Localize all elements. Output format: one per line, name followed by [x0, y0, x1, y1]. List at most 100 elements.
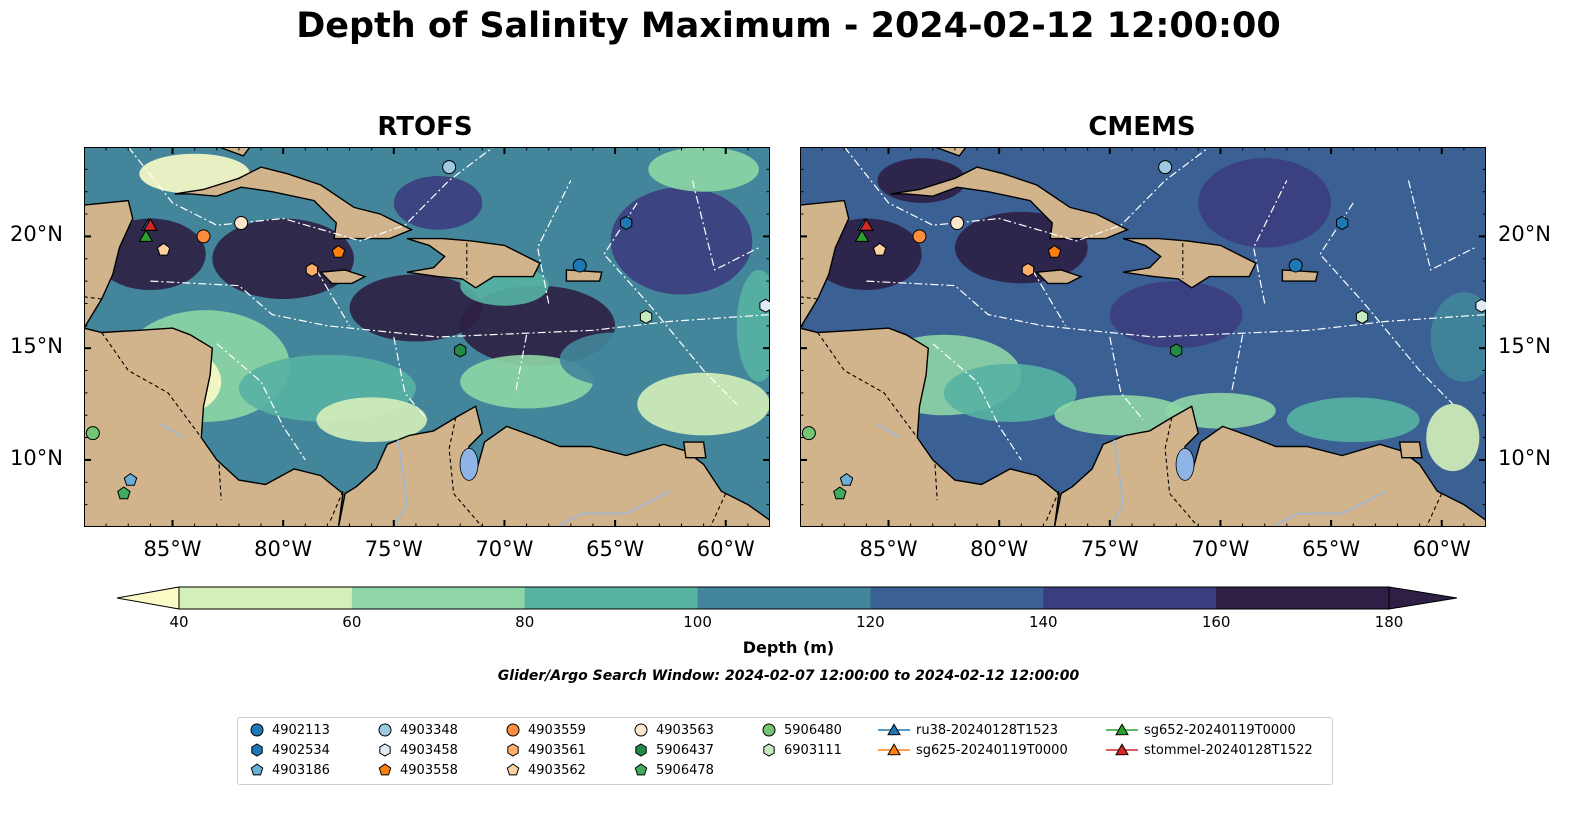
lon-tick-label: 60°W: [696, 537, 755, 561]
land-masses: [800, 147, 1486, 527]
lat-tick-label-left: 10°N: [10, 445, 63, 470]
marker-4903562: [872, 242, 887, 256]
legend-marker-icon: [250, 723, 264, 737]
float-markers: [85, 160, 770, 500]
legend-label: 4902534: [272, 742, 330, 758]
legend-item: sg625-20240119T0000: [878, 741, 1068, 759]
marker-4903563: [950, 216, 965, 230]
land-masses: [84, 147, 770, 527]
legend-marker-icon: [762, 723, 776, 737]
legend-label: 5906478: [656, 762, 714, 778]
marker-5906437: [1170, 343, 1183, 358]
marker-4902534: [1336, 215, 1349, 231]
colorbar-tick-label: 160: [1201, 613, 1231, 631]
legend-marker-icon: [878, 723, 910, 736]
legend-marker-icon: [1106, 743, 1138, 756]
lon-tick-label: 75°W: [1080, 537, 1139, 561]
marker-sg652-20240119T0000: [138, 229, 154, 242]
marker-4903458: [1475, 298, 1486, 313]
colorbar-title: Depth (m): [742, 638, 835, 657]
legend-item: ru38-20240128T1523: [878, 721, 1058, 739]
legend-label: 4903348: [400, 722, 458, 738]
figure-title: Depth of Salinity Maximum - 2024-02-12 1…: [296, 6, 1281, 46]
legend-marker-icon: [635, 743, 647, 757]
legend-marker-icon: [507, 743, 519, 757]
legend-label: 5906437: [656, 742, 714, 758]
marker-5906480: [85, 426, 100, 441]
marker-4903562: [156, 242, 171, 256]
marker-5906437: [454, 343, 467, 358]
legend-label: 4903186: [272, 762, 330, 778]
marker-4902113: [1288, 258, 1303, 273]
lon-tick-label: 85°W: [859, 537, 918, 561]
map-frame: [800, 147, 1486, 527]
legend-marker-icon: [1106, 723, 1138, 736]
legend-item: 4903558: [376, 761, 458, 779]
legend-item: 6903111: [760, 741, 842, 759]
marker-5906480: [801, 426, 816, 441]
lon-tick-label: 65°W: [586, 537, 645, 561]
lat-tick-label-left: 20°N: [10, 222, 63, 247]
legend-marker-icon: [250, 763, 264, 776]
colorbar-tick-label: 140: [1028, 613, 1058, 631]
colorbar-tick-label: 100: [683, 613, 712, 631]
legend-item: 4903559: [504, 721, 586, 739]
legend-label: sg652-20240119T0000: [1144, 722, 1296, 738]
colorbar-bin: [179, 587, 353, 609]
lon-tick-label: 75°W: [364, 537, 423, 561]
legend-marker-icon: [634, 763, 648, 776]
colorbar-frame: [178, 586, 1390, 610]
search-window-text: Glider/Argo Search Window: 2024-02-07 12…: [497, 668, 1080, 684]
legend-label: stommel-20240128T1522: [1144, 742, 1313, 758]
lon-tick-label: 65°W: [1302, 537, 1361, 561]
rivers: [161, 423, 671, 527]
marker-6903111: [1355, 309, 1369, 324]
legend-item: 5906480: [760, 721, 842, 739]
panel-title-rtofs: RTOFS: [377, 112, 473, 142]
colorbar-tick-label: 120: [856, 613, 885, 631]
country-borders: [84, 243, 727, 527]
legend-item: 4903561: [504, 741, 586, 759]
legend-marker-icon: [506, 763, 520, 776]
marker-stommel-20240128T1522: [143, 218, 158, 231]
country-borders: [800, 243, 1443, 527]
float-markers: [801, 160, 1486, 500]
map-panel-rtofs[interactable]: [84, 147, 770, 527]
colorbar-tick-label: 60: [342, 613, 362, 631]
legend-marker-icon: [878, 743, 910, 756]
lon-tick-label: 60°W: [1412, 537, 1471, 561]
lon-tick-label: 80°W: [254, 537, 313, 561]
legend-item: 4903563: [632, 721, 714, 739]
marker-4903561: [305, 262, 319, 277]
legend-marker-icon: [506, 723, 520, 737]
legend-label: 4902113: [272, 722, 330, 738]
colorbar-bin: [697, 587, 871, 609]
marker-4903559: [912, 229, 927, 244]
legend-item: 5906437: [632, 741, 714, 759]
marker-4903348: [1158, 160, 1173, 175]
marker-4903558: [331, 244, 346, 258]
marker-5906478: [833, 486, 847, 500]
rivers: [877, 423, 1387, 527]
eez-boundaries: [843, 147, 1486, 461]
map-panel-cmems[interactable]: [800, 147, 1486, 527]
marker-4902113: [572, 258, 587, 273]
marker-4903563: [234, 216, 249, 230]
colorbar: [117, 586, 1457, 610]
legend-label: 4903563: [656, 722, 714, 738]
lake-maracaibo: [1175, 448, 1195, 481]
marker-stommel-20240128T1522: [859, 218, 874, 231]
lon-tick-label: 70°W: [1191, 537, 1250, 561]
eez-boundaries: [127, 147, 770, 461]
legend-label: 6903111: [784, 742, 842, 758]
legend-marker-icon: [251, 743, 263, 757]
legend-marker-icon: [378, 763, 392, 776]
legend-item: 5906478: [632, 761, 714, 779]
legend-marker-icon: [379, 743, 391, 757]
colorbar-tick-label: 40: [169, 613, 189, 631]
colorbar-extend-low: [117, 586, 180, 610]
legend-item: 4902534: [248, 741, 330, 759]
marker-4903558: [1047, 244, 1062, 258]
colorbar-bin: [524, 587, 699, 609]
legend-marker-icon: [763, 743, 775, 757]
